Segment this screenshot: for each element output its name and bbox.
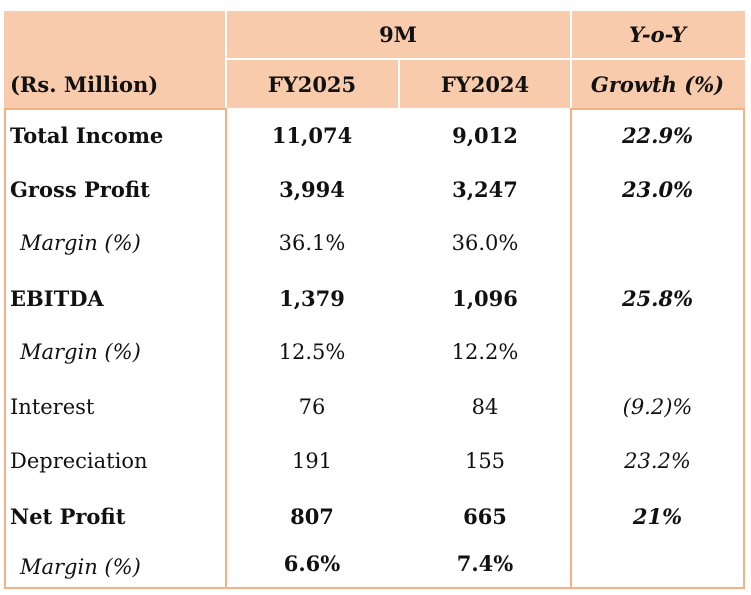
growth-value — [572, 541, 743, 585]
growth-value: 23.2% — [624, 449, 691, 473]
table-border — [225, 108, 227, 589]
period-header: 9M — [379, 22, 417, 47]
yoy-header: Y-o-Y — [628, 22, 686, 47]
growth-value: 25.8% — [621, 285, 694, 311]
fy2025-value: 3,994 — [279, 176, 345, 202]
growth-value: 21% — [632, 503, 683, 529]
header-divider — [398, 59, 400, 108]
row-label: Gross Profit — [10, 176, 150, 202]
table-border — [4, 108, 225, 110]
fy2025-value: 807 — [290, 503, 334, 529]
table-border — [4, 587, 745, 589]
fy2025-value: 76 — [298, 395, 326, 419]
growth-value: (9.2)% — [622, 395, 693, 419]
fy2024-value: 84 — [471, 395, 499, 419]
row-label: EBITDA — [10, 285, 104, 311]
fy2024-value: 36.0% — [451, 231, 519, 255]
fy2024-value: 1,096 — [452, 285, 518, 311]
table-border — [570, 108, 572, 589]
growth-value — [572, 218, 743, 268]
unit-label: (Rs. Million) — [10, 71, 159, 97]
fy2024-value: 665 — [463, 503, 507, 529]
table-border — [743, 108, 745, 589]
growth-value: 23.0% — [621, 176, 694, 202]
column-header-fy2024: FY2024 — [440, 71, 530, 97]
row-label: Net Profit — [10, 503, 126, 529]
header-divider — [570, 11, 572, 108]
fy2025-value: 36.1% — [278, 231, 346, 255]
growth-value: 22.9% — [621, 122, 694, 148]
table-border — [4, 108, 6, 589]
column-header-growth: Growth (%) — [590, 71, 725, 97]
fy2025-value: 12.5% — [278, 340, 346, 364]
row-label: Margin (%) — [20, 231, 141, 255]
fy2024-value: 12.2% — [451, 340, 519, 364]
fy2025-value: 1,379 — [279, 285, 345, 311]
fy2024-value: 3,247 — [452, 176, 518, 202]
row-label: Total Income — [10, 122, 164, 148]
fy2024-value: 155 — [464, 449, 506, 473]
table-border — [570, 108, 745, 110]
fy2024-value: 9,012 — [452, 122, 518, 148]
financial-table: 9M Y-o-Y (Rs. Million) FY2025 FY2024 Gro… — [4, 11, 745, 589]
row-label: Depreciation — [10, 449, 148, 473]
fy2025-value: 6.6% — [283, 550, 341, 576]
column-header-fy2025: FY2025 — [267, 71, 357, 97]
header-divider — [226, 58, 745, 60]
row-label: Margin (%) — [20, 340, 141, 364]
fy2025-value: 11,074 — [271, 122, 353, 148]
header-divider — [225, 11, 227, 108]
row-label: Margin (%) — [20, 555, 141, 579]
fy2024-value: 7.4% — [456, 550, 514, 576]
fy2025-value: 191 — [291, 449, 333, 473]
growth-value — [572, 327, 743, 377]
row-label: Interest — [10, 395, 95, 419]
